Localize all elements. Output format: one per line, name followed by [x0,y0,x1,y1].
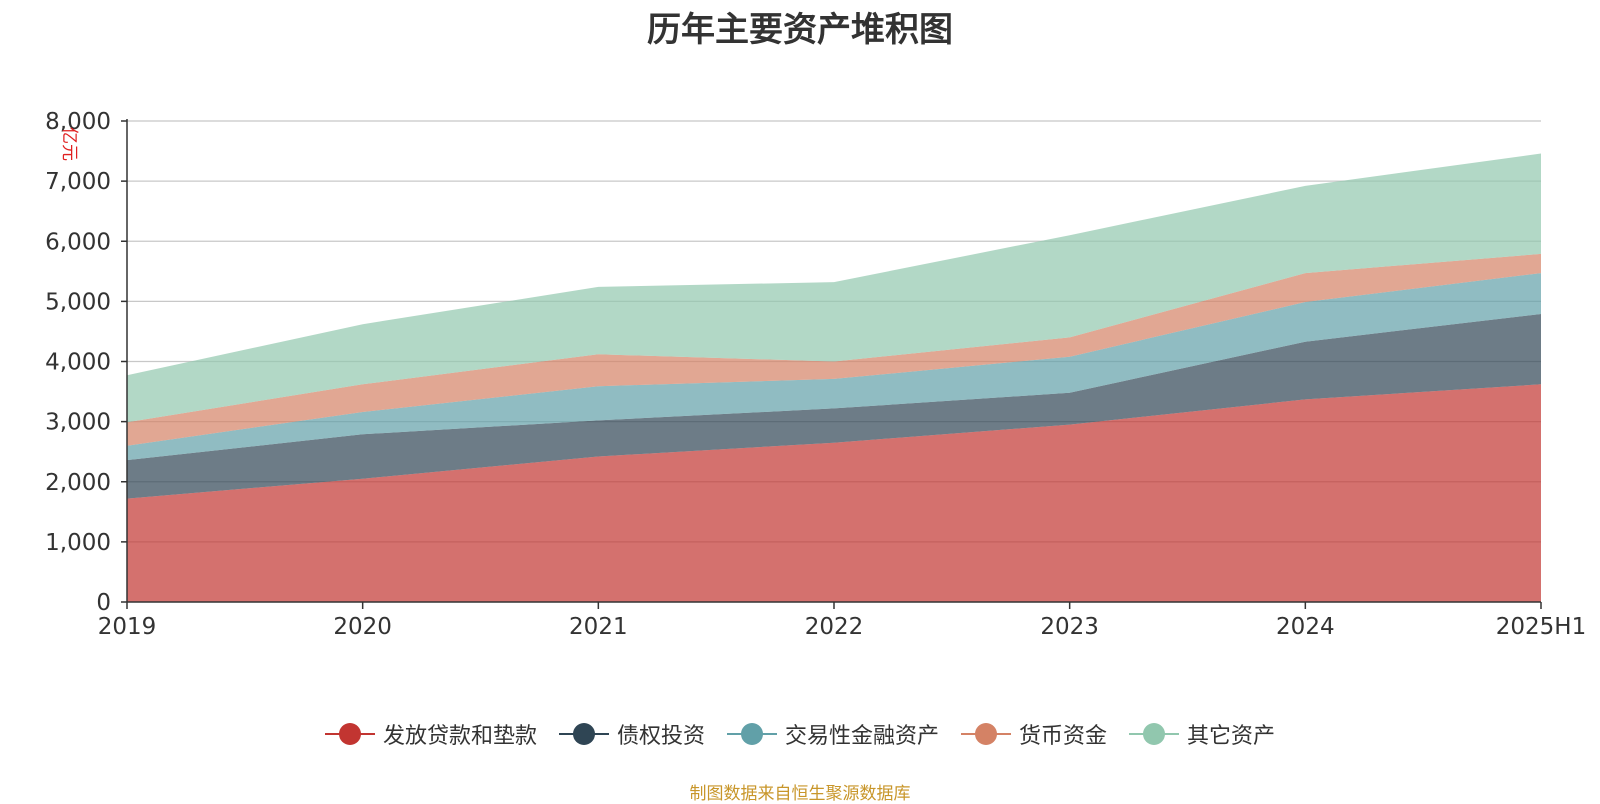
x-tick-label: 2021 [569,614,628,640]
area-series [127,153,1541,602]
x-tick-label: 2023 [1040,614,1099,640]
x-tick-label: 2020 [333,614,392,640]
y-tick-label: 1,000 [45,530,111,556]
x-tick-label: 2019 [98,614,157,640]
legend-label: 其它资产 [1187,724,1276,749]
area-债权投资[interactable] [127,314,1541,499]
y-tick-label: 2,000 [45,470,111,496]
y-tick-label: 0 [96,590,111,616]
legend-label: 债权投资 [616,724,705,749]
stacked-area-chart: 0 1,000 2,000 3,000 4,000 5,000 6,000 7,000 8,00… [45,109,1586,640]
y-tick-label: 6,000 [45,229,111,255]
legend-label: 货币资金 [1019,724,1108,749]
y-axis-label: 亿元 [59,127,79,161]
legend-swatch [726,723,777,745]
area-交易性金融资产[interactable] [127,273,1541,461]
legend: 发放贷款和垫款 债权投资 交易性金融资产 货币资金 其它资产 [0,718,1600,750]
y-tick-label: 8,000 [45,109,111,135]
legend-swatch [558,723,609,745]
legend-swatch [1129,723,1180,745]
axes: 0 1,000 2,000 3,000 4,000 5,000 6,000 7,000 8,00… [45,109,1586,640]
y-tick-label: 5,000 [45,289,111,315]
legend-swatch [961,723,1011,745]
legend-item[interactable]: 其它资产 [1129,718,1275,750]
legend-item[interactable]: 债权投资 [558,718,705,750]
area-其它资产[interactable] [127,153,1541,423]
x-tick-label: 2022 [805,614,864,640]
legend-item[interactable]: 发放贷款和垫款 [324,718,537,750]
area-发放贷款和垫款[interactable] [127,384,1541,602]
chart-title: 历年主要资产堆积图 [647,10,953,50]
y-tick-label: 4,000 [45,350,111,376]
data-source-note: 制图数据来自恒生聚源数据库 [689,784,911,804]
legend-item[interactable]: 货币资金 [961,718,1107,750]
legend-item[interactable]: 交易性金融资产 [726,718,939,750]
x-tick-label: 2025H1 [1496,614,1586,640]
legend-label: 发放贷款和垫款 [382,724,537,749]
y-tick-label: 3,000 [45,410,111,436]
legend-label: 交易性金融资产 [784,724,939,749]
y-tick-label: 7,000 [45,169,111,195]
area-货币资金[interactable] [127,253,1541,446]
x-tick-label: 2024 [1276,614,1335,640]
legend-swatch [324,723,375,745]
